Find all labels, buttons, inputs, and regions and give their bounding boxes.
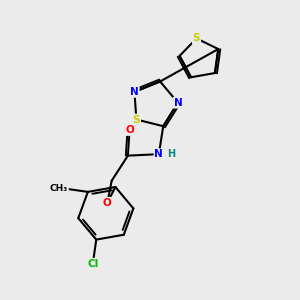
- Text: N: N: [154, 149, 163, 159]
- Text: N: N: [173, 98, 182, 108]
- Text: S: S: [133, 115, 140, 124]
- Text: H: H: [167, 149, 175, 159]
- Text: S: S: [193, 33, 200, 43]
- Text: Cl: Cl: [88, 259, 99, 269]
- Text: CH₃: CH₃: [50, 184, 68, 194]
- Text: O: O: [103, 198, 112, 208]
- Text: O: O: [125, 125, 134, 135]
- Text: N: N: [130, 87, 139, 97]
